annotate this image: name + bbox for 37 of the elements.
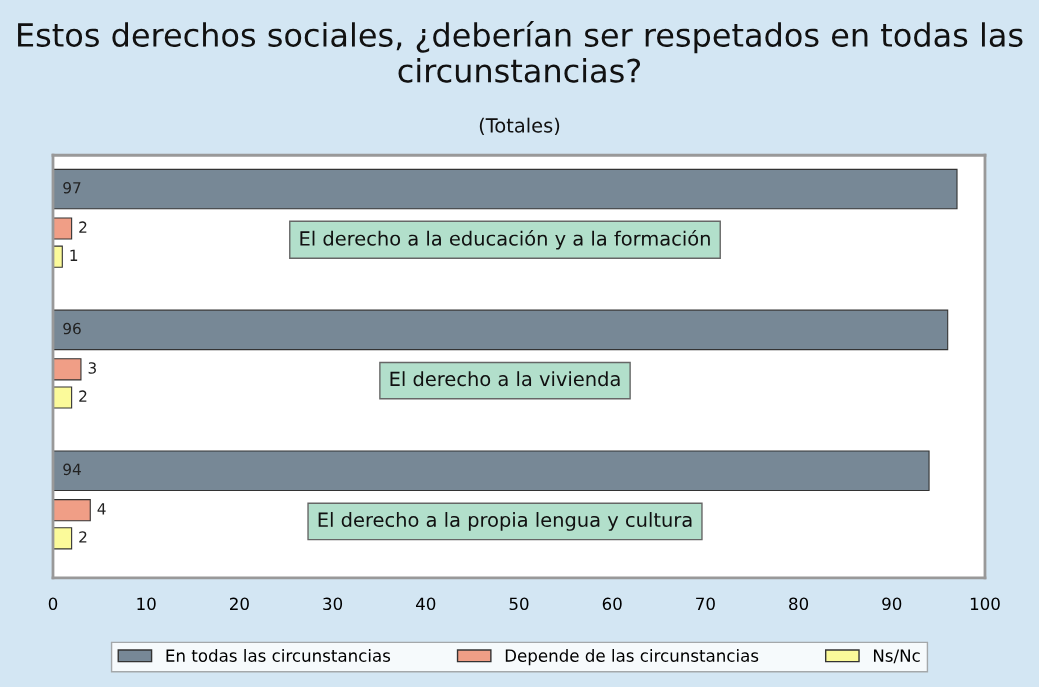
bar bbox=[52, 168, 958, 210]
bar bbox=[52, 527, 73, 550]
data-label: 2 bbox=[79, 531, 87, 543]
x-tick-label: 50 bbox=[509, 597, 529, 611]
data-label: 1 bbox=[70, 249, 78, 261]
x-tick-label: 10 bbox=[137, 597, 156, 611]
chart-subtitle: (Totales) bbox=[479, 117, 560, 136]
data-label: 2 bbox=[79, 390, 87, 402]
x-tick-label: 20 bbox=[230, 597, 249, 611]
data-label: 94 bbox=[63, 463, 81, 476]
y-tick-label: El derecho a la educación y a la formación bbox=[300, 229, 710, 250]
x-tick-label: 0 bbox=[48, 597, 58, 611]
x-tick-label: 70 bbox=[696, 597, 715, 611]
x-tick-label: 100 bbox=[970, 597, 1000, 611]
y-tick-label: El derecho a la propia lengua y cultura bbox=[318, 512, 692, 531]
bar bbox=[52, 309, 949, 351]
data-label: 3 bbox=[88, 362, 96, 374]
legend-label: Depende de las circunstancias bbox=[505, 649, 759, 666]
legend-label: Ns/Nc bbox=[873, 649, 920, 664]
x-tick-label: 90 bbox=[882, 597, 902, 611]
bar bbox=[52, 217, 73, 240]
y-tick-label: El derecho a la vivienda bbox=[390, 371, 620, 387]
x-tick-label: 30 bbox=[323, 597, 343, 611]
x-tick-label: 60 bbox=[602, 597, 622, 611]
bar bbox=[52, 386, 73, 409]
bar bbox=[52, 245, 63, 268]
chart-title: Estos derechos sociales, ¿deberían ser respetados en todas las circunstancias? bbox=[18, 20, 1023, 83]
data-label: 4 bbox=[97, 503, 106, 515]
legend-label: En todas las circunstancias bbox=[166, 649, 391, 662]
data-label: 97 bbox=[63, 181, 81, 194]
x-tick-label: 40 bbox=[415, 597, 436, 611]
bar bbox=[52, 499, 91, 522]
data-label: 96 bbox=[63, 322, 81, 335]
data-label: 2 bbox=[79, 221, 87, 233]
bar bbox=[52, 358, 82, 381]
bar bbox=[52, 450, 930, 492]
x-tick-label: 80 bbox=[789, 597, 809, 611]
